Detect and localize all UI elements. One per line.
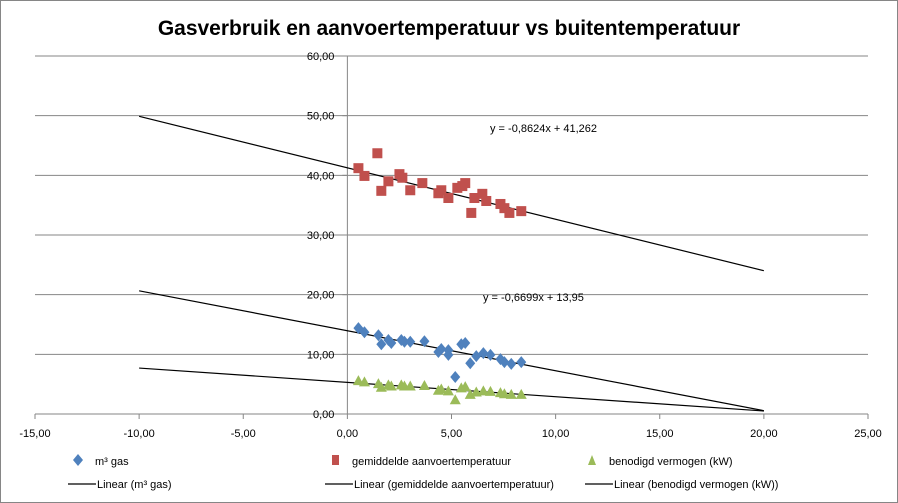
data-point-diamond bbox=[465, 357, 476, 370]
data-point-diamond bbox=[359, 326, 370, 339]
x-tick-label: 10,00 bbox=[542, 428, 570, 440]
data-point-diamond bbox=[376, 338, 387, 351]
y-tick-label: 10,00 bbox=[307, 349, 335, 361]
y-tick-label: 60,00 bbox=[307, 51, 335, 63]
data-point-triangle bbox=[498, 388, 510, 399]
legend-label: m³ gas bbox=[95, 456, 129, 468]
data-point-square bbox=[481, 195, 492, 206]
x-tick-label: 20,00 bbox=[750, 428, 778, 440]
data-point-diamond bbox=[436, 342, 447, 355]
x-tick-label: 15,00 bbox=[646, 428, 674, 440]
data-point-diamond bbox=[516, 356, 527, 369]
data-point-triangle bbox=[515, 388, 527, 399]
trendline-equation-aanvoertemperatuur: y = -0,8624x + 41,262 bbox=[490, 123, 597, 135]
data-point-triangle bbox=[435, 383, 447, 394]
data-point-triangle bbox=[418, 379, 430, 390]
y-tick-label: 20,00 bbox=[307, 290, 335, 302]
data-point-triangle bbox=[459, 381, 471, 392]
data-point-diamond bbox=[399, 335, 410, 348]
data-point-triangle bbox=[358, 376, 370, 387]
y-tick-label: 40,00 bbox=[307, 170, 335, 182]
data-point-square bbox=[359, 170, 370, 181]
legend-label: benodigd vermogen (kW) bbox=[609, 456, 733, 468]
x-tick-label: -10,00 bbox=[124, 428, 155, 440]
data-point-square bbox=[477, 188, 488, 199]
legend-label: Linear (benodigd vermogen (kW)) bbox=[614, 479, 778, 491]
data-point-square bbox=[469, 193, 480, 204]
data-point-diamond bbox=[386, 336, 397, 349]
legend-label: Linear (gemiddelde aanvoertemperatuur) bbox=[354, 479, 554, 491]
data-point-diamond bbox=[405, 335, 416, 348]
y-tick-label: 30,00 bbox=[307, 230, 335, 242]
legend-marker-diamond-icon bbox=[73, 454, 83, 466]
data-point-square bbox=[376, 185, 387, 196]
data-point-diamond bbox=[419, 335, 430, 348]
data-point-diamond bbox=[478, 347, 489, 360]
data-point-diamond bbox=[450, 371, 461, 384]
trendline bbox=[139, 367, 764, 412]
data-point-diamond bbox=[443, 344, 454, 357]
x-tick-label: 5,00 bbox=[441, 428, 462, 440]
x-tick-label: -5,00 bbox=[231, 428, 256, 440]
data-point-triangle bbox=[404, 380, 416, 391]
data-point-diamond bbox=[373, 329, 384, 342]
data-point-square bbox=[443, 193, 454, 204]
legend-label: gemiddelde aanvoertemperatuur bbox=[352, 456, 511, 468]
data-point-square bbox=[353, 163, 364, 174]
data-point-diamond bbox=[485, 348, 496, 361]
chart-title: Gasverbruik en aanvoertemperatuur vs bui… bbox=[158, 17, 740, 40]
data-point-diamond bbox=[499, 356, 510, 369]
legend-label: Linear (m³ gas) bbox=[97, 479, 172, 491]
data-point-triangle bbox=[505, 388, 517, 399]
data-point-diamond bbox=[506, 357, 517, 370]
data-point-triangle bbox=[477, 385, 489, 396]
data-point-square bbox=[417, 178, 428, 189]
legend-marker-square-icon bbox=[332, 455, 339, 465]
data-point-square bbox=[460, 178, 471, 189]
x-tick-label: 0,00 bbox=[337, 428, 358, 440]
data-point-square bbox=[372, 148, 383, 159]
data-point-square bbox=[504, 207, 515, 218]
data-point-triangle bbox=[484, 385, 496, 396]
data-point-square bbox=[436, 185, 447, 196]
y-tick-label: 0,00 bbox=[313, 409, 334, 421]
data-point-diamond bbox=[460, 336, 471, 349]
y-tick-label: 50,00 bbox=[307, 111, 335, 123]
legend-marker-triangle-icon bbox=[588, 455, 596, 465]
data-point-square bbox=[397, 172, 408, 183]
x-tick-label: -15,00 bbox=[19, 428, 50, 440]
data-point-square bbox=[383, 176, 394, 187]
data-point-triangle bbox=[449, 394, 461, 405]
data-point-triangle bbox=[385, 380, 397, 391]
data-point-square bbox=[466, 207, 477, 218]
data-point-triangle bbox=[442, 385, 454, 396]
data-point-square bbox=[516, 206, 527, 217]
data-point-square bbox=[405, 185, 416, 196]
x-tick-label: 25,00 bbox=[854, 428, 882, 440]
trendline-equation-m3-gas: y = -0,6699x + 13,95 bbox=[483, 292, 584, 304]
